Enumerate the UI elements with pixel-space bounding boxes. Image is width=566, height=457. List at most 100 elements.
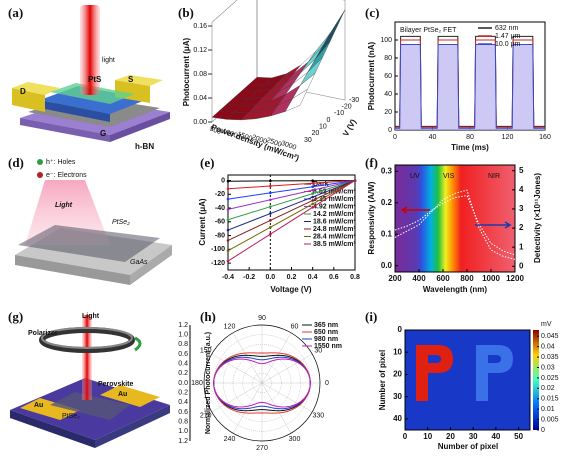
label: NIR [488,173,500,180]
line [227,180,356,200]
line [395,35,545,127]
line [394,195,516,256]
heatmap [405,330,539,430]
surface-patch [322,9,346,47]
x-tick-label: -0.2 [243,274,255,281]
outline [203,324,321,442]
marker [269,198,272,202]
label: Light [55,202,73,209]
r-tick-label: 1.0 [178,428,188,435]
label: VIS [443,173,455,180]
arrow [475,221,512,229]
x-tick-label: 600 [436,274,450,283]
polar-curve [213,358,311,408]
marker [226,228,230,232]
marker [353,179,357,182]
marker [226,179,230,183]
y-tick-label: 0 [398,325,403,334]
label: PtSe₂ [62,413,80,420]
colorbar-tick-label: 0.035 [541,354,559,361]
r-tick-label: 0.4 [178,361,188,368]
label: h⁺: Holes [46,159,76,166]
panel-label: (a) [8,5,23,20]
marker [226,197,230,201]
panel-label: (g) [8,309,23,324]
angle-label: 240 [224,436,236,443]
r-tick-label: 0.8 [178,419,188,426]
angle-label: 0 [325,380,329,387]
x-tick-label: -0.4 [222,274,234,281]
colorbar-tick-label: 0.045 [541,333,559,340]
z-tick-label: -30 [349,97,359,104]
axis-title: Detectivity (×10¹¹Jones) [533,173,542,263]
label: Polarizer [28,330,58,337]
colorbar-tick-label: 0.005 [541,416,559,423]
y-tick-label: -60 [215,219,225,226]
y-tick-label: 60 [384,73,392,80]
marker [269,179,272,183]
area [395,44,545,130]
z-tick-label: 20 [312,130,320,137]
marker [311,179,314,183]
y-tick-label: -40 [215,205,225,212]
label: h-BN [135,142,154,151]
angle-label: 60 [291,324,299,331]
axis-title: Responsivity (A/W) [367,181,376,254]
marker [269,191,272,195]
label: G [100,129,106,138]
marker [226,259,230,263]
legend-label: 24.8 mW/cm² [313,226,356,233]
x-tick-label: 0 [403,432,408,441]
r-tick-label: 1.2 [178,438,188,445]
label: D [20,87,26,96]
legend-label: 650 nm [314,329,338,336]
x-tick-label: 40 [491,432,500,441]
x-tick-label: 1000 [482,274,500,283]
x-tick-label: 800 [460,274,474,283]
x-tick-label: 80 [466,134,474,141]
panel-label: (e) [200,155,214,170]
colorbar-tick-label: 0.025 [541,375,559,382]
marker [269,205,272,208]
y-tick-label: -100 [211,246,225,253]
grid-spoke [211,353,263,384]
marker [226,249,230,253]
legend-label: 365 nm [314,322,338,329]
line [227,180,356,221]
y-tick-label: 0 [388,127,392,134]
marker [226,187,230,191]
r-tick-label: 0.4 [178,399,188,406]
line [227,180,356,182]
legend-label: Dark [313,181,329,188]
plot-area [404,329,531,431]
arrow [400,206,430,214]
panel-label: (c) [365,5,379,20]
y-tick-label: 10 [393,347,402,356]
y-tick-label: 0.16 [193,23,207,30]
line [227,180,356,262]
colorbar-tick-label: 0.01 [541,406,555,413]
y-tick-label: 100 [380,37,392,44]
x-tick-label: 500 [209,126,222,137]
angle-label: 30 [314,347,322,354]
y-tick-label: 40 [384,91,392,98]
line [395,39,545,128]
label: Perovskite [98,381,134,388]
legend-label: 38.5 mW/cm² [313,241,356,248]
x-tick-label: 2500 [265,137,282,149]
label: PtS [88,75,102,84]
x-tick-label: 30 [469,432,478,441]
legend-label: 1.47 μm [495,33,521,40]
panel-label: (f) [365,155,378,170]
r-tick-label: 0.2 [178,390,188,397]
panel-label: (d) [8,155,24,170]
y-tick-label: 0.12 [193,47,207,54]
axis-title: Current (μA) [198,198,207,245]
label: e⁻: Electrons [46,172,87,179]
z-tick-label: 10 [319,124,327,131]
y-tick-label: 0.3 [381,166,393,175]
marker [311,188,314,192]
x-tick-label: 40 [429,134,437,141]
colorbar-tick-label: 0.015 [541,396,559,403]
colorbar-tick-label: 0.04 [541,344,555,351]
